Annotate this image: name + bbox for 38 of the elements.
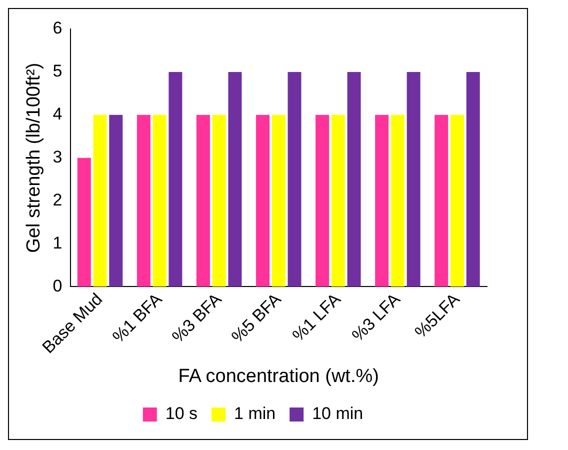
legend-label: 1 min	[234, 404, 276, 424]
bar	[77, 158, 91, 287]
bar	[434, 114, 448, 287]
bar	[136, 114, 150, 287]
bar	[331, 114, 345, 287]
x-tick-label: %1 BFA	[108, 289, 166, 346]
bar	[390, 114, 404, 287]
bar	[375, 114, 389, 287]
y-tick-label: 4	[52, 104, 62, 124]
bar	[228, 72, 242, 287]
bar	[272, 114, 286, 287]
bar	[466, 72, 480, 287]
y-tick-label: 0	[52, 276, 62, 296]
y-tick-label: 2	[52, 190, 62, 210]
y-tick-label: 6	[52, 18, 62, 38]
y-axis-title: Gel strength (lb/100ft²)	[24, 62, 45, 253]
y-tick-label: 3	[52, 148, 62, 167]
x-tick-label: %3 LFA	[348, 289, 404, 346]
bar	[450, 114, 464, 287]
y-tick-label: 1	[52, 233, 62, 252]
bar	[288, 72, 302, 287]
legend-label: 10 s	[165, 404, 198, 424]
legend-label: 10 min	[312, 404, 364, 424]
x-axis-title: FA concentration (wt.%)	[178, 366, 379, 387]
bar	[406, 72, 420, 287]
bar	[196, 114, 210, 287]
bar	[109, 114, 123, 287]
x-tick-label: %5 BFA	[228, 289, 286, 346]
x-tick-label: %3 BFA	[168, 289, 226, 346]
bar	[168, 72, 182, 287]
bar	[347, 72, 361, 287]
bar	[152, 114, 166, 287]
bar	[212, 114, 226, 287]
bar	[93, 114, 107, 287]
y-tick-label: 5	[52, 62, 62, 81]
bar	[316, 114, 330, 287]
x-tick-label: %1 LFA	[288, 289, 345, 346]
bar	[256, 114, 270, 287]
